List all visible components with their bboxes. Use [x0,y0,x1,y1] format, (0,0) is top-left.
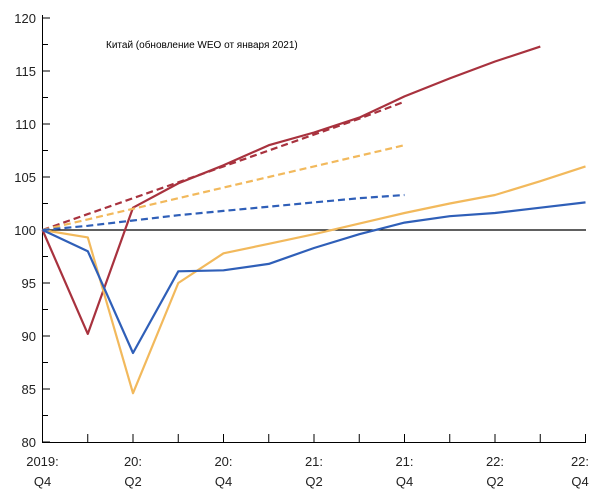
x-tick-label: Q4 [34,474,51,489]
y-tick-label: 80 [22,435,36,450]
x-tick-label: Q2 [124,474,141,489]
x-tick-label: Q4 [215,474,232,489]
x-tick-label: Q4 [571,474,588,489]
x-tick-label: 2019: [26,454,59,469]
x-tick-label: Q4 [396,474,413,489]
y-tick-label: 115 [15,64,36,79]
x-tick-label: 21: [305,454,323,469]
y-tick-label: 95 [22,276,36,291]
y-tick-label: 110 [15,117,36,132]
x-tick-label: 20: [214,454,232,469]
series-line-dashed-5 [42,193,405,232]
y-tick-label: 120 [14,11,36,26]
x-tick-label: 22: [486,454,504,469]
chart-title: Китай (обновление WEO от января 2021) [106,39,298,51]
x-tick-label: 21: [395,454,413,469]
x-tick-label: Q2 [486,474,503,489]
series-line-solid-2 [42,201,586,355]
x-tick-label: 20: [124,454,142,469]
y-tick-label: 105 [14,170,36,185]
y-tick-label: 90 [22,329,36,344]
x-tick-label: 22: [571,454,589,469]
y-tick-label: 100 [14,223,36,238]
y-axis-ticks: 80 85 90 95 100 105 110 115 120 [14,11,50,450]
y-tick-label: 85 [22,382,36,397]
series-line-dashed-4 [42,144,405,232]
series-line-solid-0 [41,45,541,335]
series-line-dashed-3 [42,100,405,232]
series-line-solid-1 [42,165,586,395]
x-axis-ticks: 2019: Q4 20: Q2 20: Q4 21: Q2 21: Q4 22: Q2 22: Q4 [26,434,589,489]
x-tick-label: Q2 [305,474,322,489]
series-layer [41,45,586,395]
